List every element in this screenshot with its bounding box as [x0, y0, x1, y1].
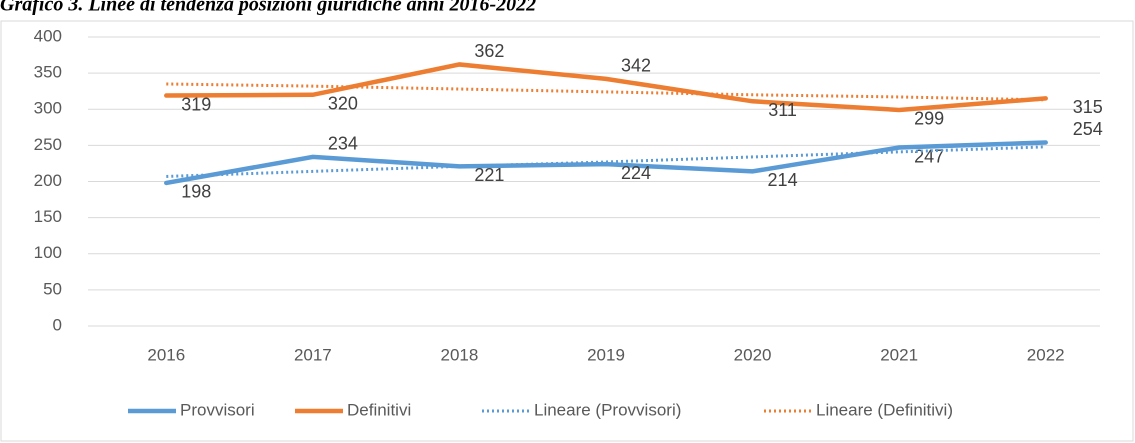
x-tick-label: 2016 — [147, 345, 185, 364]
data-label: 234 — [328, 134, 358, 154]
data-label: 224 — [621, 163, 651, 183]
data-label: 319 — [181, 94, 211, 114]
data-label: 342 — [621, 56, 651, 76]
data-label: 221 — [474, 165, 504, 185]
legend-label: Provvisori — [180, 400, 255, 419]
data-label: 214 — [768, 170, 798, 190]
legend-label: Lineare (Provvisori) — [534, 400, 681, 419]
y-tick-label: 350 — [34, 63, 62, 82]
data-label: 247 — [914, 146, 944, 166]
y-tick-label: 250 — [34, 135, 62, 154]
data-label: 299 — [914, 109, 944, 129]
y-tick-label: 150 — [34, 207, 62, 226]
series-line — [164, 140, 1048, 186]
x-tick-label: 2020 — [734, 345, 772, 364]
legend-label: Lineare (Definitivi) — [816, 400, 953, 419]
y-tick-label: 200 — [34, 171, 62, 190]
data-label: 315 — [1073, 97, 1103, 117]
x-tick-label: 2019 — [587, 345, 625, 364]
x-tick-label: 2017 — [294, 345, 332, 364]
chart-border — [0, 20, 1134, 442]
x-tick-label: 2021 — [880, 345, 918, 364]
x-tick-label: 2018 — [441, 345, 479, 364]
data-label: 311 — [768, 100, 797, 120]
data-label: 362 — [474, 41, 504, 61]
data-label: 254 — [1073, 119, 1103, 139]
legend-label: Definitivi — [347, 400, 411, 419]
data-label: 198 — [181, 182, 211, 202]
y-tick-label: 300 — [34, 99, 62, 118]
x-tick-label: 2022 — [1027, 345, 1065, 364]
y-tick-label: 50 — [43, 279, 62, 298]
trend-line — [166, 145, 1046, 178]
data-label: 320 — [328, 94, 358, 114]
y-tick-label: 100 — [34, 243, 62, 262]
y-tick-label: 400 — [34, 26, 62, 45]
y-tick-label: 0 — [53, 315, 62, 334]
series-line — [164, 62, 1048, 113]
chart-title: Grafico 3. Linee di tendenza posizioni g… — [0, 0, 536, 16]
trend-line — [166, 82, 1046, 102]
